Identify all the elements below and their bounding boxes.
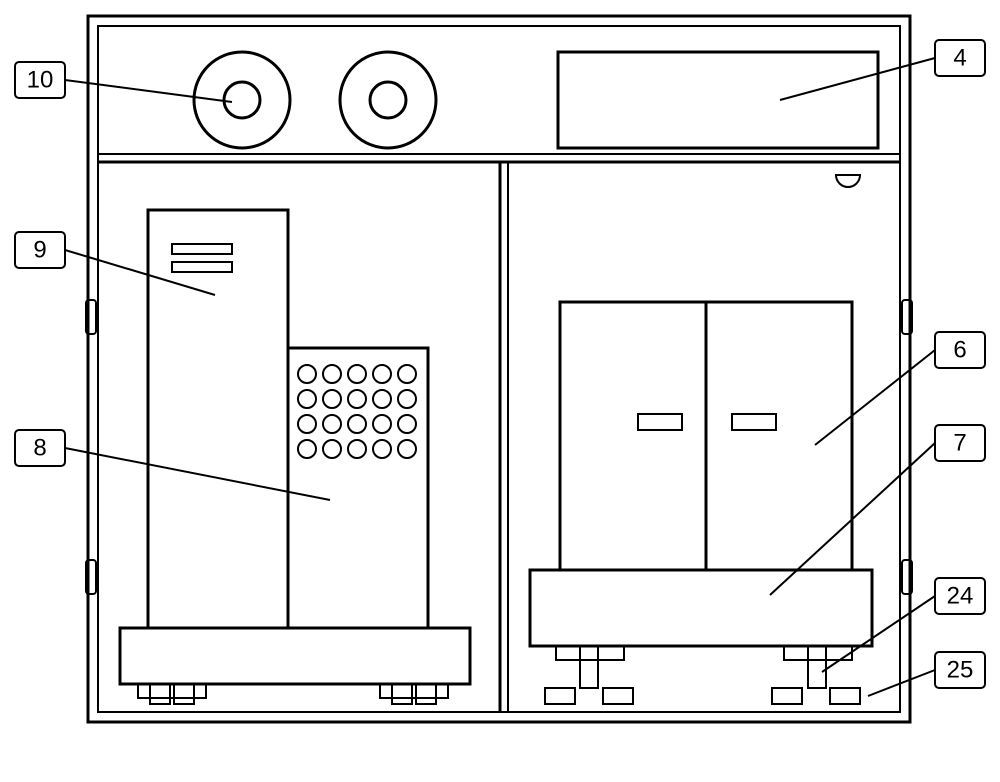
vent-hole-icon (373, 365, 391, 383)
enclosure (86, 16, 912, 722)
right-wheel-foot (545, 688, 575, 704)
vent-hole-icon (398, 415, 416, 433)
tall-unit-vent (172, 244, 232, 254)
label-text: 7 (953, 429, 966, 456)
top-compartment (194, 52, 878, 148)
vent-hole-icon (348, 365, 366, 383)
vent-hole-icon (398, 440, 416, 458)
label-text: 10 (27, 66, 54, 93)
vent-hole-icon (398, 390, 416, 408)
label-text: 9 (33, 236, 46, 263)
vent-hole-icon (298, 365, 316, 383)
fan-2-outer (340, 52, 436, 148)
vent-hole-icon (298, 440, 316, 458)
leader-line (815, 350, 935, 445)
leader-line (65, 80, 232, 102)
vent-hole-icon (398, 365, 416, 383)
right-wheel-post (808, 646, 826, 688)
vent-hole-icon (348, 390, 366, 408)
right-wheel-bracket (556, 646, 624, 660)
fan-2-inner (370, 82, 406, 118)
right-wheel-foot (772, 688, 802, 704)
vent-hole-icon (298, 415, 316, 433)
left-base-tray (120, 628, 470, 684)
vent-hole-icon (348, 415, 366, 433)
right-wheel-foot (603, 688, 633, 704)
right-base-tray (530, 570, 872, 646)
cabinet-handle (638, 414, 682, 430)
label-text: 4 (953, 44, 966, 71)
vent-hole-icon (298, 390, 316, 408)
fan-1-inner (224, 82, 260, 118)
left-wheel-bracket (138, 684, 206, 698)
vent-hole-icon (373, 440, 391, 458)
vent-hole-icon (323, 390, 341, 408)
left-wheel (150, 684, 170, 704)
left-compartment (120, 210, 470, 704)
vent-hole-icon (323, 365, 341, 383)
left-wheel (416, 684, 436, 704)
vent-hole-icon (373, 415, 391, 433)
right-wheel-post (580, 646, 598, 688)
label-text: 8 (33, 434, 46, 461)
vent-hole-icon (373, 390, 391, 408)
label-text: 24 (947, 582, 974, 609)
vent-hole-icon (348, 440, 366, 458)
left-wheel (392, 684, 412, 704)
right-wheel-foot (830, 688, 860, 704)
left-wheel (174, 684, 194, 704)
vent-hole-icon (323, 415, 341, 433)
control-box (558, 52, 878, 148)
fan-1-outer (194, 52, 290, 148)
label-text: 6 (953, 336, 966, 363)
tall-unit-vent (172, 262, 232, 272)
sensor-icon (836, 175, 860, 187)
left-wheel-bracket (380, 684, 448, 698)
right-compartment (530, 302, 872, 704)
leader-line (868, 670, 935, 696)
leader-line (65, 448, 330, 500)
leader-line (822, 596, 935, 672)
cabinet-handle (732, 414, 776, 430)
vent-hole-icon (323, 440, 341, 458)
label-text: 25 (947, 656, 974, 683)
leader-line (780, 58, 935, 100)
